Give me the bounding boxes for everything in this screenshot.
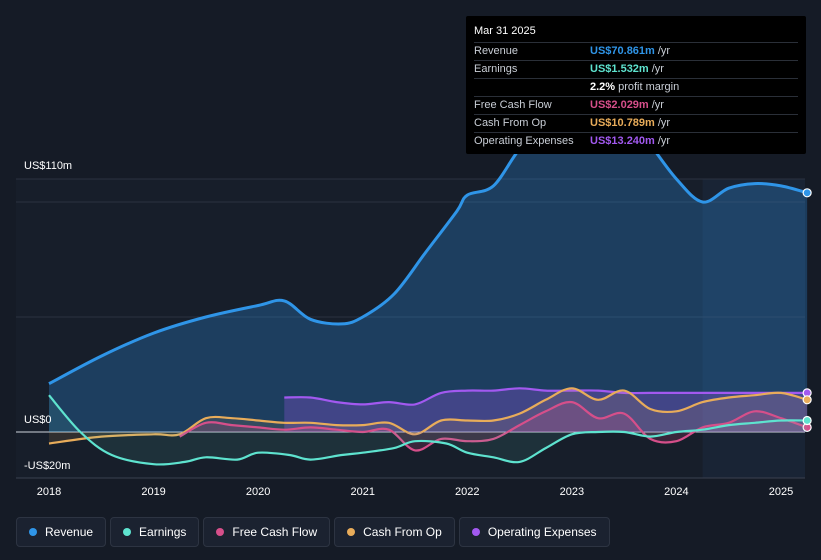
tooltip-row-value: US$10.789m — [590, 117, 655, 129]
legend-label: Revenue — [45, 525, 94, 539]
tooltip-row: Cash From Op US$10.789m/yr — [474, 114, 798, 132]
tooltip-row: Operating Expenses US$13.240m/yr — [474, 132, 798, 150]
tooltip-row-label — [474, 79, 590, 96]
tooltip-row-label: Revenue — [474, 45, 519, 57]
y-axis-zero-label: US$0 — [24, 414, 52, 426]
tooltip-row-unit: profit margin — [618, 81, 680, 93]
data-tooltip: Mar 31 2025 Revenue US$70.861m/yr Earnings… — [466, 16, 806, 154]
tooltip-row-label: Earnings — [474, 63, 518, 75]
tooltip-row-unit: /yr — [657, 45, 671, 57]
legend-label: Earnings — [139, 525, 187, 539]
legend-dot-icon — [123, 528, 132, 536]
x-tick-label: 2020 — [246, 486, 270, 498]
tooltip-row-label: Cash From Op — [474, 117, 547, 129]
tooltip-row: 2.2% profit margin — [474, 78, 798, 96]
x-tick-label: 2021 — [350, 486, 374, 498]
y-axis-bottom-label: -US$20m — [24, 460, 71, 472]
legend-item-earnings[interactable]: Earnings — [110, 517, 200, 547]
legend-item-revenue[interactable]: Revenue — [16, 517, 107, 547]
legend-item-cash-from-op[interactable]: Cash From Op — [334, 517, 455, 547]
earnings-area — [49, 395, 808, 465]
tooltip-row-unit: /yr — [657, 117, 671, 129]
tooltip-row: Revenue US$70.861m/yr — [474, 42, 798, 60]
tooltip-row: Free Cash Flow US$2.029m/yr — [474, 96, 798, 114]
earnings-line — [48, 394, 808, 466]
tooltip-row-label: Free Cash Flow — [474, 99, 552, 111]
legend-dot-icon — [471, 528, 480, 536]
x-tick-label: 2024 — [664, 486, 688, 498]
legend-dot-icon — [347, 528, 356, 536]
legend-label: Operating Expenses — [487, 525, 597, 539]
legend-label: Cash From Op — [363, 525, 442, 539]
earnings-end-point — [802, 415, 812, 426]
forecast-region — [702, 179, 805, 478]
legend-dot-icon — [29, 528, 37, 536]
x-tick-label: 2018 — [37, 486, 61, 498]
x-tick-label: 2019 — [141, 486, 165, 498]
plot-background — [16, 179, 805, 478]
tooltip-row-value: US$2.029m — [590, 99, 649, 111]
tooltip-row-label: Operating Expenses — [474, 135, 574, 147]
legend-item-free-cash-flow[interactable]: Free Cash Flow — [203, 517, 331, 547]
operating-expenses-line — [284, 387, 808, 406]
tooltip-row-value: US$70.861m — [590, 45, 655, 57]
legend-dot-icon — [216, 528, 225, 536]
legend-item-operating-expenses[interactable]: Operating Expenses — [458, 517, 610, 547]
tooltip-row-unit: /yr — [657, 135, 671, 147]
tooltip-row: Earnings US$1.532m/yr — [474, 60, 798, 78]
x-tick-label: 2023 — [560, 486, 584, 498]
revenue-area — [49, 77, 808, 432]
cash-from-op-end-point — [802, 395, 812, 405]
tooltip-row-unit: /yr — [651, 63, 664, 75]
chart-legend: Revenue Earnings Free Cash Flow Cash From O… — [16, 517, 610, 547]
tooltip-row-unit: /yr — [651, 99, 664, 111]
revenue-end-point — [802, 188, 812, 198]
x-tick-label: 2025 — [769, 486, 793, 498]
tooltip-row-value: US$1.532m — [590, 63, 649, 75]
y-axis-top-label: US$110m — [24, 160, 73, 172]
legend-label: Free Cash Flow — [232, 525, 318, 539]
x-tick-label: 2022 — [455, 486, 479, 498]
revenue-line — [48, 76, 808, 386]
cash-from-op-line — [48, 387, 808, 445]
tooltip-row-value: 2.2% — [590, 81, 616, 93]
tooltip-row-value: US$13.240m — [590, 135, 655, 147]
tooltip-date: Mar 31 2025 — [474, 25, 536, 37]
free-cash-flow-line — [179, 400, 808, 452]
cash-from-op-area — [49, 388, 808, 444]
